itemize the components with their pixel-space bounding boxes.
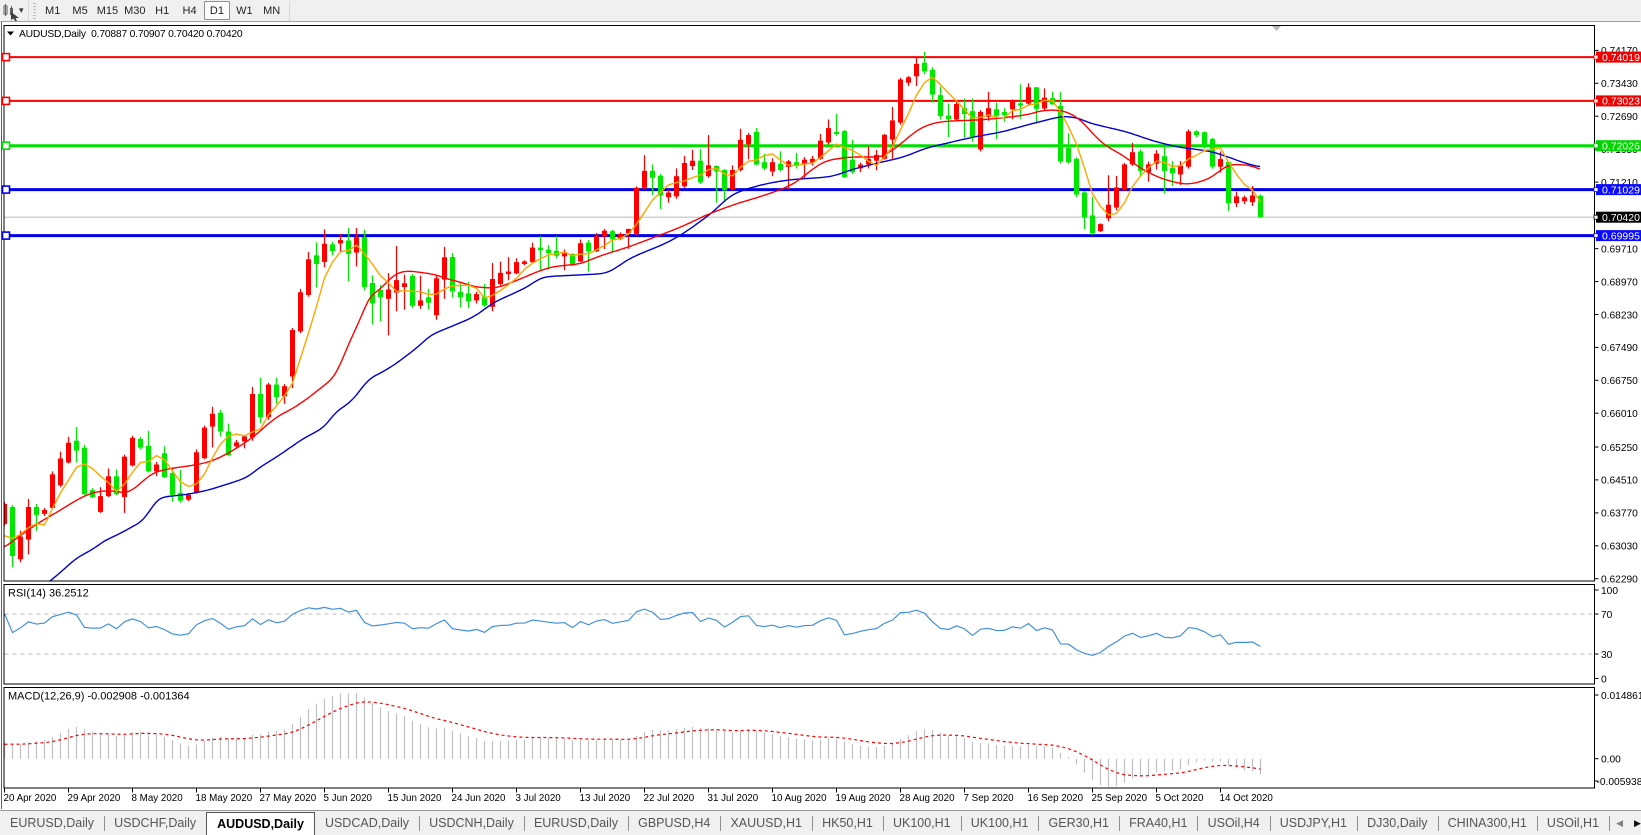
svg-text:0.66750: 0.66750	[1601, 376, 1638, 387]
svg-text:0.66010: 0.66010	[1601, 409, 1638, 420]
svg-text:0.72690: 0.72690	[1601, 112, 1638, 123]
svg-text:0.71210: 0.71210	[1601, 178, 1638, 189]
svg-text:7 Sep 2020: 7 Sep 2020	[964, 793, 1015, 804]
svg-text:AUDUSD,Daily 0.70887 0.70907: AUDUSD,Daily 0.70887 0.70907 0.70420 0.7…	[19, 29, 243, 40]
svg-text:0.65250: 0.65250	[1601, 443, 1638, 454]
svg-text:0.67490: 0.67490	[1601, 343, 1638, 354]
svg-text:27 May 2020: 27 May 2020	[260, 793, 317, 804]
svg-text:16 Sep 2020: 16 Sep 2020	[1028, 793, 1084, 804]
svg-text:5 Oct 2020: 5 Oct 2020	[1156, 793, 1204, 804]
svg-text:0.72026: 0.72026	[1602, 141, 1640, 153]
svg-text:0.014861: 0.014861	[1601, 691, 1641, 702]
svg-text:20 Apr 2020: 20 Apr 2020	[4, 793, 57, 804]
svg-text:0.69710: 0.69710	[1601, 245, 1638, 256]
svg-text:29 Apr 2020: 29 Apr 2020	[68, 793, 121, 804]
svg-text:14 Oct 2020: 14 Oct 2020	[1220, 793, 1274, 804]
svg-text:70: 70	[1601, 610, 1613, 621]
svg-text:24 Jun 2020: 24 Jun 2020	[452, 793, 506, 804]
svg-text:19 Aug 2020: 19 Aug 2020	[836, 793, 892, 804]
svg-text:0: 0	[1601, 674, 1607, 685]
svg-text:31 Jul 2020: 31 Jul 2020	[708, 793, 759, 804]
svg-text:RSI(14) 36.2512: RSI(14) 36.2512	[8, 588, 89, 600]
svg-text:0.69995: 0.69995	[1602, 230, 1640, 242]
svg-text:0.00: 0.00	[1601, 755, 1621, 766]
svg-text:0.70420: 0.70420	[1602, 212, 1640, 224]
svg-text:0.68230: 0.68230	[1601, 310, 1638, 321]
svg-text:18 May 2020: 18 May 2020	[196, 793, 253, 804]
svg-text:0.63770: 0.63770	[1601, 509, 1638, 520]
svg-text:-0.005938: -0.005938	[1597, 777, 1641, 788]
svg-text:MACD(12,26,9) -0.002908 -0.001: MACD(12,26,9) -0.002908 -0.001364	[8, 691, 190, 703]
svg-text:22 Jul 2020: 22 Jul 2020	[644, 793, 695, 804]
svg-text:0.71029: 0.71029	[1602, 184, 1640, 196]
svg-text:13 Jul 2020: 13 Jul 2020	[580, 793, 631, 804]
svg-text:3 Jul 2020: 3 Jul 2020	[516, 793, 562, 804]
svg-text:0.63030: 0.63030	[1601, 542, 1638, 553]
svg-text:0.64510: 0.64510	[1601, 476, 1638, 487]
svg-text:30: 30	[1601, 650, 1613, 661]
svg-text:0.68970: 0.68970	[1601, 277, 1638, 288]
svg-text:0.73023: 0.73023	[1602, 96, 1640, 108]
svg-text:15 Jun 2020: 15 Jun 2020	[388, 793, 442, 804]
svg-text:8 May 2020: 8 May 2020	[132, 793, 184, 804]
svg-text:0.73430: 0.73430	[1601, 79, 1638, 90]
svg-text:10 Aug 2020: 10 Aug 2020	[772, 793, 828, 804]
svg-text:28 Aug 2020: 28 Aug 2020	[900, 793, 956, 804]
svg-text:5 Jun 2020: 5 Jun 2020	[324, 793, 373, 804]
svg-text:0.74019: 0.74019	[1602, 52, 1640, 64]
svg-text:0.62290: 0.62290	[1601, 575, 1638, 586]
svg-text:25 Sep 2020: 25 Sep 2020	[1092, 793, 1148, 804]
svg-text:100: 100	[1601, 586, 1618, 597]
